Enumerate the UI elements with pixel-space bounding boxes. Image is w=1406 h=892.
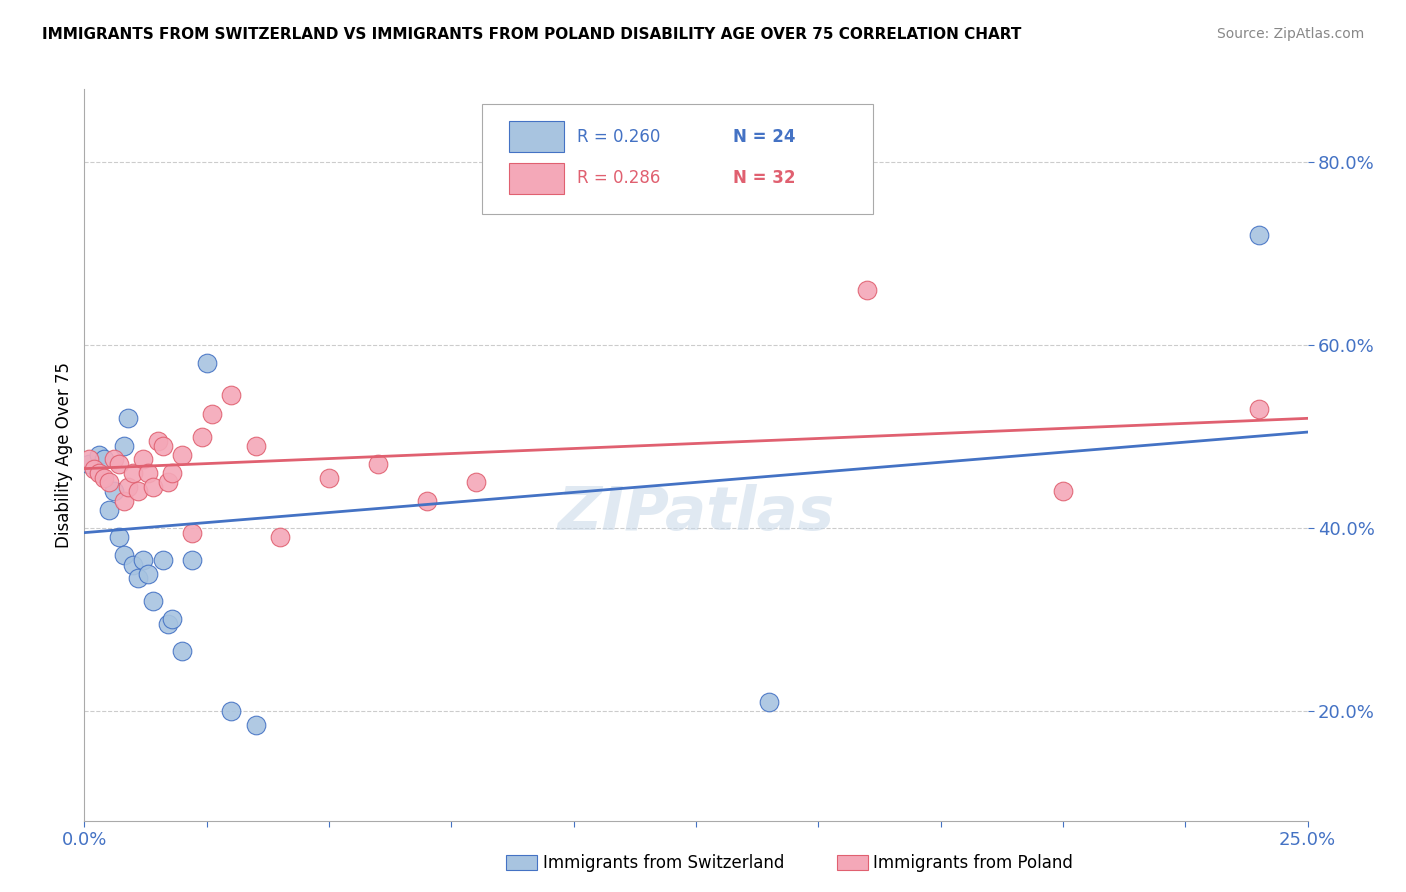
Point xyxy=(87,466,110,480)
Point xyxy=(132,553,155,567)
Point xyxy=(107,457,129,471)
Point xyxy=(83,461,105,475)
Point xyxy=(245,439,267,453)
Point xyxy=(318,471,340,485)
Point xyxy=(156,617,179,632)
Point xyxy=(136,566,159,581)
Point xyxy=(136,466,159,480)
Point xyxy=(112,439,135,453)
Point xyxy=(87,448,110,462)
Point xyxy=(464,475,486,490)
Text: ZIPatlas: ZIPatlas xyxy=(557,484,835,543)
Text: Immigrants from Poland: Immigrants from Poland xyxy=(873,854,1073,871)
Point xyxy=(172,644,194,658)
Point xyxy=(77,457,100,471)
Point xyxy=(162,466,184,480)
Point xyxy=(416,493,439,508)
Point xyxy=(103,484,125,499)
Point xyxy=(219,704,242,718)
Point xyxy=(97,475,120,490)
Text: R = 0.260: R = 0.260 xyxy=(578,128,661,145)
Point xyxy=(156,475,179,490)
Point xyxy=(181,553,204,567)
Point xyxy=(269,530,291,544)
Text: Source: ZipAtlas.com: Source: ZipAtlas.com xyxy=(1216,27,1364,41)
Point xyxy=(181,525,204,540)
Point xyxy=(122,558,145,572)
Point xyxy=(122,466,145,480)
Point xyxy=(103,452,125,467)
FancyBboxPatch shape xyxy=(482,103,873,213)
Point xyxy=(162,613,184,627)
Point xyxy=(127,484,149,499)
Text: N = 32: N = 32 xyxy=(733,169,796,187)
Text: N = 24: N = 24 xyxy=(733,128,796,145)
Point xyxy=(1247,402,1270,417)
Point xyxy=(856,284,879,298)
Point xyxy=(367,457,389,471)
Point xyxy=(97,503,120,517)
Point xyxy=(107,530,129,544)
Point xyxy=(146,434,169,449)
Y-axis label: Disability Age Over 75: Disability Age Over 75 xyxy=(55,362,73,548)
Point xyxy=(195,356,218,371)
Point xyxy=(93,452,115,467)
Point xyxy=(152,439,174,453)
Point xyxy=(172,448,194,462)
Text: R = 0.286: R = 0.286 xyxy=(578,169,661,187)
Point xyxy=(142,480,165,494)
Point xyxy=(117,411,139,425)
Point xyxy=(77,452,100,467)
Text: IMMIGRANTS FROM SWITZERLAND VS IMMIGRANTS FROM POLAND DISABILITY AGE OVER 75 COR: IMMIGRANTS FROM SWITZERLAND VS IMMIGRANT… xyxy=(42,27,1022,42)
Point xyxy=(200,407,222,421)
Point xyxy=(245,717,267,731)
Point xyxy=(93,471,115,485)
Point xyxy=(112,493,135,508)
Bar xyxy=(509,121,564,153)
Point xyxy=(112,549,135,563)
Point xyxy=(191,430,214,444)
Point xyxy=(127,571,149,585)
Point xyxy=(152,553,174,567)
Point xyxy=(1247,228,1270,243)
Point xyxy=(1052,484,1074,499)
Bar xyxy=(509,163,564,194)
Point xyxy=(142,594,165,608)
Point xyxy=(117,480,139,494)
Point xyxy=(132,452,155,467)
Text: Immigrants from Switzerland: Immigrants from Switzerland xyxy=(543,854,785,871)
Point xyxy=(219,388,242,402)
Point xyxy=(758,695,780,709)
